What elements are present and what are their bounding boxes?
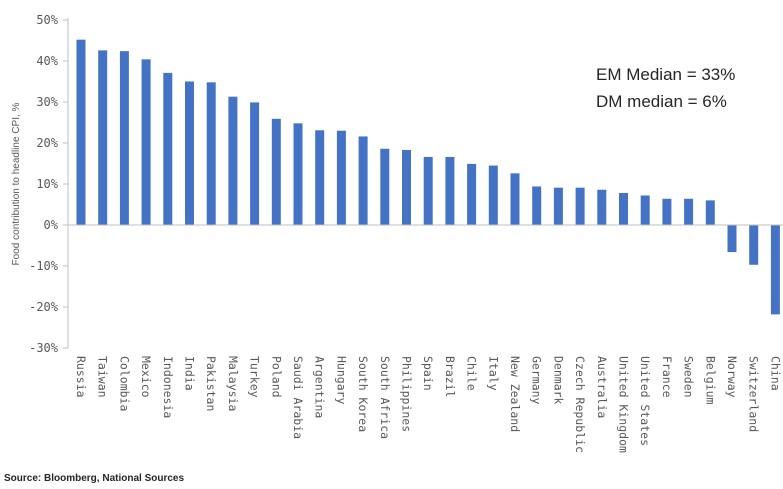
- category-label: Italy: [486, 356, 500, 391]
- category-label: United Kingdom: [617, 356, 631, 453]
- bar: [749, 225, 759, 265]
- bar: [163, 72, 173, 225]
- category-label: Australia: [595, 356, 609, 418]
- category-label: Brazil: [443, 356, 457, 398]
- source-note: Source: Bloomberg, National Sources: [4, 473, 185, 484]
- category-label: India: [183, 356, 197, 391]
- y-tick-label: 30%: [36, 95, 58, 109]
- axes: [67, 18, 783, 348]
- bar: [510, 173, 520, 225]
- category-label: Sweden: [682, 356, 696, 398]
- bar: [141, 59, 151, 225]
- category-label: Argentina: [313, 356, 327, 418]
- bar: [98, 50, 108, 226]
- bar: [445, 156, 455, 225]
- category-label: Indonesia: [161, 356, 175, 418]
- category-label: Taiwan: [96, 356, 110, 398]
- category-label: Russia: [74, 356, 88, 398]
- category-labels: Russia Taiwan Colombia Mexico Indonesia India…: [74, 356, 782, 453]
- category-label: Germany: [530, 356, 544, 405]
- category-label: China: [768, 356, 782, 391]
- category-label: New Zealand: [508, 356, 522, 432]
- bar: [662, 198, 672, 225]
- y-tick-label: -10%: [29, 259, 59, 273]
- bar: [684, 198, 694, 225]
- category-label: South Africa: [378, 356, 392, 439]
- category-label: Pakistan: [204, 356, 218, 411]
- bar: [488, 165, 498, 225]
- bar: [206, 82, 216, 225]
- category-label: Denmark: [551, 356, 565, 405]
- bar: [315, 130, 325, 225]
- bar: [532, 186, 542, 225]
- category-label: Saudi Arabia: [291, 356, 305, 439]
- category-label: Belgium: [703, 356, 717, 405]
- y-tick-label: 20%: [36, 136, 58, 150]
- bar: [119, 51, 129, 225]
- bar: [402, 149, 411, 225]
- bar: [185, 81, 194, 225]
- bar: [705, 200, 715, 225]
- category-label: Colombia: [117, 356, 131, 411]
- bar: [228, 96, 238, 225]
- category-label: Czech Republic: [573, 356, 587, 453]
- category-label: Turkey: [248, 356, 262, 398]
- bar-chart: -30% -20% -10% 0% 10% 20% 30% 40% 50% Russia Taiw…: [11, 13, 783, 453]
- bar: [553, 187, 563, 225]
- category-label: United States: [638, 356, 652, 446]
- bars: [76, 39, 780, 315]
- category-label: Spain: [421, 356, 435, 391]
- y-tick-label: -20%: [29, 300, 59, 314]
- bar: [250, 102, 260, 225]
- y-axis-ticks: -30% -20% -10% 0% 10% 20% 30% 40% 50%: [29, 13, 68, 355]
- bar: [727, 225, 737, 253]
- category-label: Philippines: [400, 356, 414, 432]
- bar: [423, 156, 433, 225]
- bar: [76, 39, 86, 226]
- bar: [271, 118, 281, 225]
- y-tick-label: 0%: [44, 218, 59, 232]
- y-tick-label: 10%: [36, 177, 58, 191]
- bar: [619, 193, 628, 225]
- category-label: Mexico: [139, 356, 153, 398]
- y-axis-label: Food contribution to headline CPI, %: [11, 102, 22, 265]
- bar: [770, 225, 780, 315]
- y-tick-label: 40%: [36, 54, 58, 68]
- bar: [358, 136, 368, 225]
- bar: [336, 130, 346, 225]
- category-label: South Korea: [356, 356, 370, 432]
- bar: [597, 189, 607, 225]
- bar: [293, 123, 303, 225]
- bar: [380, 148, 390, 225]
- bar: [640, 195, 650, 225]
- y-tick-label: -30%: [29, 341, 59, 355]
- em-median-annotation: EM Median = 33%: [596, 65, 735, 84]
- category-label: Malaysia: [226, 356, 240, 411]
- bar: [575, 187, 585, 225]
- category-label: Poland: [269, 356, 283, 398]
- category-label: Hungary: [334, 356, 348, 405]
- category-label: Switzerland: [747, 356, 761, 432]
- category-label: Chile: [465, 356, 479, 391]
- dm-median-annotation: DM median = 6%: [596, 92, 727, 111]
- category-label: Norway: [725, 356, 739, 398]
- bar: [467, 163, 477, 225]
- category-label: France: [660, 356, 674, 398]
- y-tick-label: 50%: [36, 13, 58, 27]
